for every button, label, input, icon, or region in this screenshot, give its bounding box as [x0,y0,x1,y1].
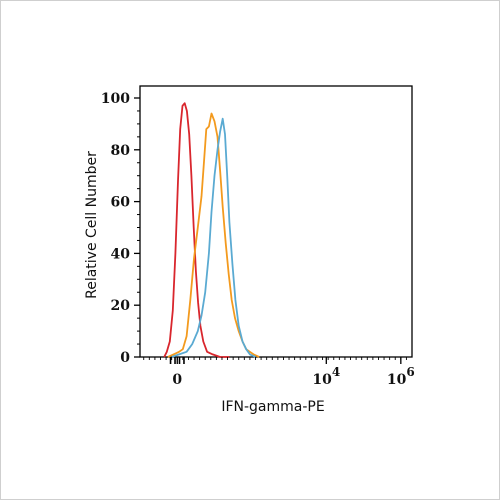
y-tick-label-20: 20 [111,298,131,314]
y-tick-label-60: 60 [111,195,131,211]
y-tick-label-40: 40 [111,246,131,262]
histogram-line-1 [163,102,230,358]
y-tick-label-0: 0 [120,350,130,366]
x-axis-title: IFN-gamma-PE [221,399,324,415]
y-tick-label-80: 80 [111,143,131,159]
x-tick-label-1: 104 [312,365,340,388]
x-tick-label-0: 0 [172,372,182,388]
histogram-line-3 [171,117,256,358]
y-tick-label-100: 100 [101,91,130,107]
y-axis-title: Relative Cell Number [84,151,100,299]
plot-area [139,85,413,358]
plot-border [139,85,413,358]
axes-layer: 0 20 40 60 80 100 0 104 106 [101,91,415,388]
series-layer [163,102,260,358]
x-tick-label-2: 106 [387,365,415,388]
